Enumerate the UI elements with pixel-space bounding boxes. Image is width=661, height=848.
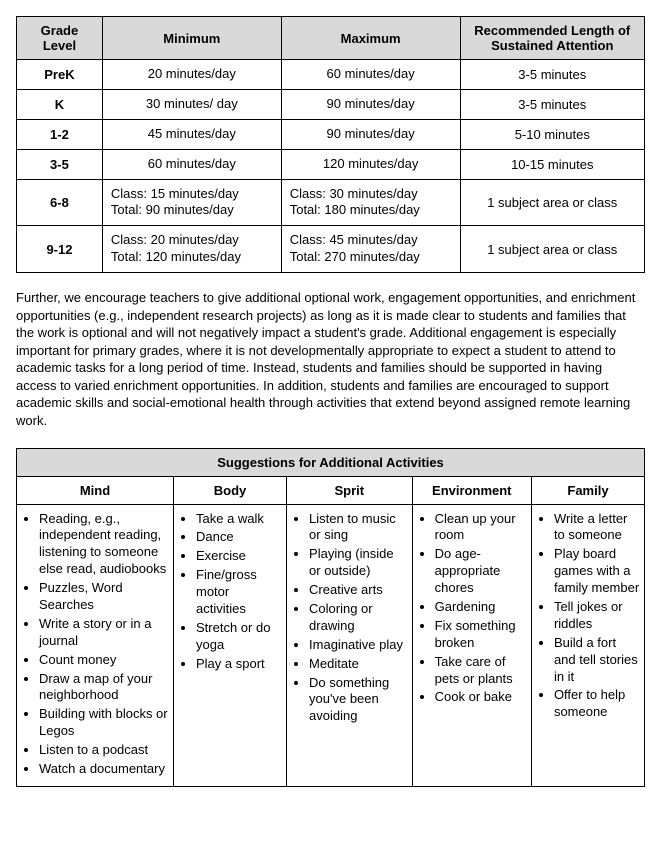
list-item: Play a sport [196, 656, 282, 673]
attn-cell: 3-5 minutes [460, 89, 644, 119]
list-item: Fix something broken [435, 618, 527, 652]
min-cell: Class: 15 minutes/dayTotal: 90 minutes/d… [102, 179, 281, 226]
spirit-cell: Listen to music or singPlaying (inside o… [287, 504, 413, 786]
list-item: Build a fort and tell stories in it [554, 635, 640, 686]
list-item: Imaginative play [309, 637, 408, 654]
table-row: 1-245 minutes/day90 minutes/day5-10 minu… [17, 119, 645, 149]
min-cell: 20 minutes/day [102, 60, 281, 90]
min-cell: 45 minutes/day [102, 119, 281, 149]
table-row: 3-560 minutes/day120 minutes/day10-15 mi… [17, 149, 645, 179]
attn-cell: 3-5 minutes [460, 60, 644, 90]
list-item: Coloring or drawing [309, 601, 408, 635]
col-spirit: Sprit [287, 476, 413, 504]
max-cell: 90 minutes/day [281, 119, 460, 149]
list-item: Reading, e.g., independent reading, list… [39, 511, 169, 579]
attn-cell: 10-15 minutes [460, 149, 644, 179]
list-item: Count money [39, 652, 169, 669]
grade-cell: K [17, 89, 103, 119]
grade-cell: 9-12 [17, 226, 103, 273]
list-item: Playing (inside or outside) [309, 546, 408, 580]
list-item: Write a story or in a journal [39, 616, 169, 650]
list-item: Take care of pets or plants [435, 654, 527, 688]
suggestions-table: Suggestions for Additional Activities Mi… [16, 448, 645, 787]
list-item: Clean up your room [435, 511, 527, 545]
grade-cell: PreK [17, 60, 103, 90]
table-row: K30 minutes/ day90 minutes/day3-5 minute… [17, 89, 645, 119]
header-min: Minimum [102, 17, 281, 60]
list-item: Watch a documentary [39, 761, 169, 778]
max-cell: 60 minutes/day [281, 60, 460, 90]
min-cell: 60 minutes/day [102, 149, 281, 179]
header-attn: Recommended Length of Sustained Attentio… [460, 17, 644, 60]
list-item: Take a walk [196, 511, 282, 528]
list-item: Creative arts [309, 582, 408, 599]
attn-cell: 1 subject area or class [460, 226, 644, 273]
list-item: Write a letter to someone [554, 511, 640, 545]
list-item: Do something you've been avoiding [309, 675, 408, 726]
attn-cell: 5-10 minutes [460, 119, 644, 149]
list-item: Cook or bake [435, 689, 527, 706]
family-cell: Write a letter to someonePlay board game… [531, 504, 644, 786]
header-max: Maximum [281, 17, 460, 60]
list-item: Puzzles, Word Searches [39, 580, 169, 614]
header-grade: Grade Level [17, 17, 103, 60]
environment-cell: Clean up your roomDo age-appropriate cho… [412, 504, 531, 786]
list-item: Dance [196, 529, 282, 546]
list-item: Meditate [309, 656, 408, 673]
body-cell: Take a walkDance Exercise Fine/gross motor… [174, 504, 287, 786]
grade-level-table: Grade Level Minimum Maximum Recommended … [16, 16, 645, 273]
grade-cell: 1-2 [17, 119, 103, 149]
table-row: 9-12Class: 20 minutes/dayTotal: 120 minu… [17, 226, 645, 273]
min-cell: Class: 20 minutes/dayTotal: 120 minutes/… [102, 226, 281, 273]
grade-cell: 6-8 [17, 179, 103, 226]
max-cell: Class: 45 minutes/dayTotal: 270 minutes/… [281, 226, 460, 273]
list-item: Listen to music or sing [309, 511, 408, 545]
list-item: Play board games with a family member [554, 546, 640, 597]
list-item: Do age-appropriate chores [435, 546, 527, 597]
mind-cell: Reading, e.g., independent reading, list… [17, 504, 174, 786]
max-cell: Class: 30 minutes/dayTotal: 180 minutes/… [281, 179, 460, 226]
attn-cell: 1 subject area or class [460, 179, 644, 226]
col-family: Family [531, 476, 644, 504]
list-item: Exercise [196, 548, 282, 565]
max-cell: 120 minutes/day [281, 149, 460, 179]
body-paragraph: Further, we encourage teachers to give a… [16, 289, 645, 429]
list-item: Stretch or do yoga [196, 620, 282, 654]
col-body: Body [174, 476, 287, 504]
list-item: Tell jokes or riddles [554, 599, 640, 633]
col-mind: Mind [17, 476, 174, 504]
suggestions-title: Suggestions for Additional Activities [17, 448, 645, 476]
col-environment: Environment [412, 476, 531, 504]
max-cell: 90 minutes/day [281, 89, 460, 119]
min-cell: 30 minutes/ day [102, 89, 281, 119]
grade-cell: 3-5 [17, 149, 103, 179]
table-row: PreK20 minutes/day60 minutes/day3-5 minu… [17, 60, 645, 90]
list-item: Building with blocks or Legos [39, 706, 169, 740]
list-item: Listen to a podcast [39, 742, 169, 759]
list-item: Offer to help someone [554, 687, 640, 721]
list-item: Fine/gross motor activities [196, 567, 282, 618]
list-item: Gardening [435, 599, 527, 616]
table-row: 6-8Class: 15 minutes/dayTotal: 90 minute… [17, 179, 645, 226]
list-item: Draw a map of your neighborhood [39, 671, 169, 705]
